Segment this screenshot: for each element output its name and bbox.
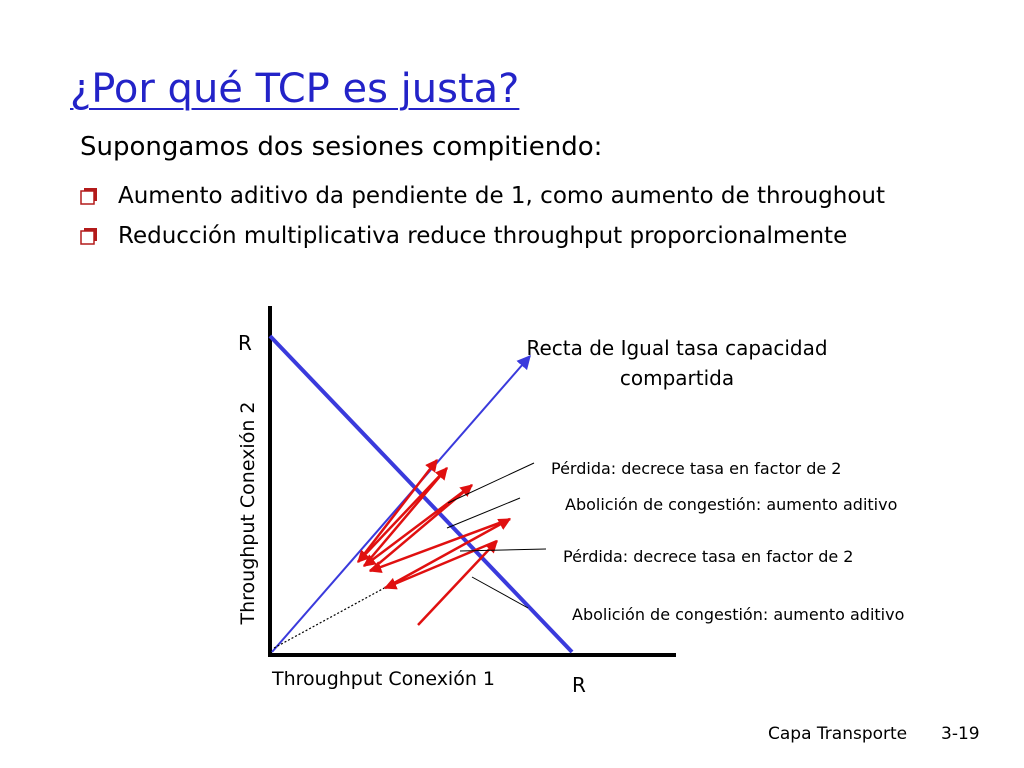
leader-line <box>447 462 535 504</box>
annotation-loss: Pérdida: decrece tasa en factor de 2 <box>551 459 841 478</box>
footer-page-number: 3-19 <box>941 724 980 744</box>
bullet-list: Aumento aditivo da pendiente de 1, como … <box>80 176 885 256</box>
annotation-additive-increase: Abolición de congestión: aumento aditivo <box>565 495 897 514</box>
leader-line <box>471 576 529 609</box>
leader-line <box>446 497 521 529</box>
x-max-label: R <box>572 673 586 697</box>
annotation-additive-increase: Abolición de congestión: aumento aditivo <box>572 605 904 624</box>
equal-share-label-line2: compartida <box>620 366 734 390</box>
equal-share-label-line1: Recta de Igual tasa capacidad <box>526 336 827 360</box>
slide-subtitle: Supongamos dos sesiones compitiendo: <box>80 132 603 162</box>
equal-share-line <box>271 354 531 653</box>
origin-dotted-line <box>273 585 389 649</box>
bullet-item: Reducción multiplicativa reduce throughp… <box>80 216 885 256</box>
hollow-square-bullet-icon <box>80 188 97 205</box>
leader-line <box>459 548 547 552</box>
bullet-text: Aumento aditivo da pendiente de 1, como … <box>118 183 885 209</box>
bullet-text: Reducción multiplicativa reduce throughp… <box>118 223 848 249</box>
trajectory-arrow <box>383 539 498 590</box>
trajectory-arrow <box>357 467 448 563</box>
annotation-loss: Pérdida: decrece tasa en factor de 2 <box>563 547 853 566</box>
trajectory <box>357 459 512 626</box>
trajectory-arrow <box>417 540 498 626</box>
trajectory-arrow <box>363 484 473 567</box>
trajectory-arrow <box>384 517 512 590</box>
slide-title: ¿Por qué TCP es justa? <box>70 66 520 112</box>
bullet-item: Aumento aditivo da pendiente de 1, como … <box>80 176 885 216</box>
leader-lines <box>446 462 547 609</box>
trajectory-arrow <box>357 459 438 563</box>
x-axis-label: Throughput Conexión 1 <box>271 668 495 690</box>
footer-section: Capa Transporte <box>768 724 908 744</box>
y-max-label: R <box>238 331 252 355</box>
trajectory-arrow <box>368 517 511 573</box>
hollow-square-bullet-icon <box>80 228 97 245</box>
y-axis-label: Throughput Conexión 2 <box>237 401 259 625</box>
